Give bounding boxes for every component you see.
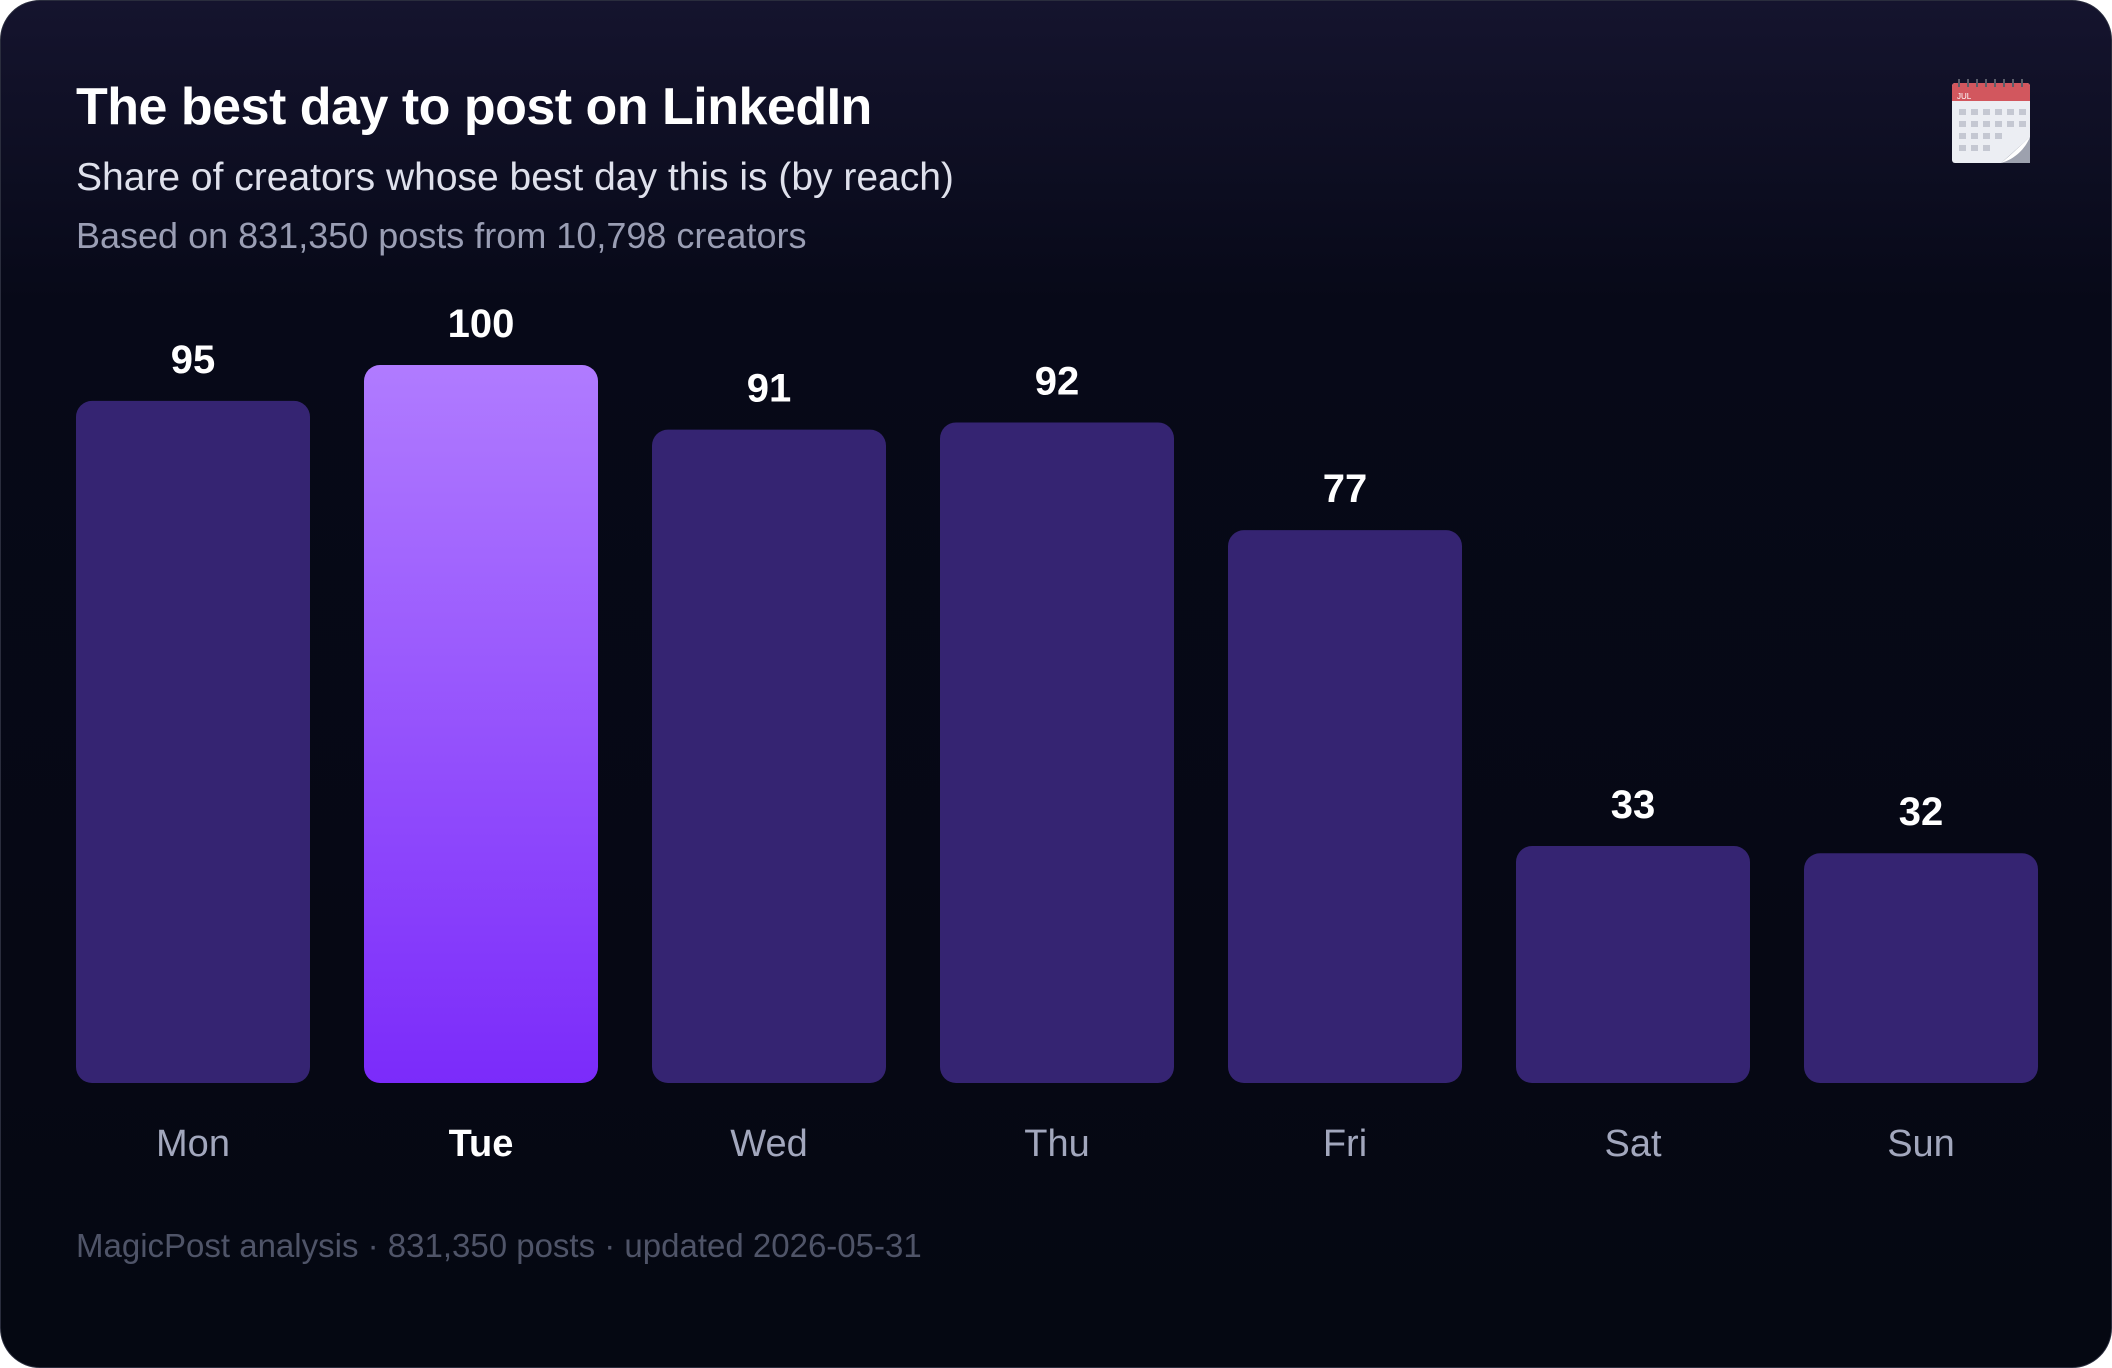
value-label-sun: 32 (1899, 790, 1944, 834)
value-label-wed: 91 (747, 367, 792, 411)
value-label-tue: 100 (448, 302, 515, 346)
category-label-fri: Fri (1323, 1123, 1367, 1165)
chart-title: The best day to post on LinkedIn (76, 78, 872, 136)
chart-basis-note: Based on 831,350 posts from 10,798 creat… (76, 215, 807, 256)
value-label-mon: 95 (171, 338, 216, 382)
calendar-month-text: JUL (1957, 92, 1972, 101)
bar-fri (1228, 530, 1462, 1083)
value-label-thu: 92 (1035, 359, 1080, 403)
chart-subtitle: Share of creators whose best day this is… (76, 156, 954, 199)
bar-series: 95 Mon 100 Tue 91 Wed 92 Thu 77 Fri 33 Sat 32 Sun (76, 302, 2038, 1165)
category-label-sun: Sun (1887, 1123, 1955, 1165)
bar-thu (940, 422, 1174, 1083)
bar-sun (1804, 853, 2038, 1083)
category-label-sat: Sat (1604, 1123, 1661, 1165)
category-label-mon: Mon (156, 1123, 230, 1165)
category-label-thu: Thu (1024, 1123, 1089, 1165)
bar-sat (1516, 846, 1750, 1083)
bar-wed (652, 429, 886, 1083)
bar-tue (364, 365, 598, 1083)
bar-mon (76, 400, 310, 1083)
value-label-fri: 77 (1323, 467, 1368, 511)
category-label-tue: Tue (449, 1123, 514, 1165)
calendar-icon: JUL (1952, 79, 2030, 163)
value-label-sat: 33 (1611, 783, 1656, 827)
chart-footer: MagicPost analysis · 831,350 posts · upd… (76, 1227, 922, 1264)
category-label-wed: Wed (730, 1123, 807, 1165)
